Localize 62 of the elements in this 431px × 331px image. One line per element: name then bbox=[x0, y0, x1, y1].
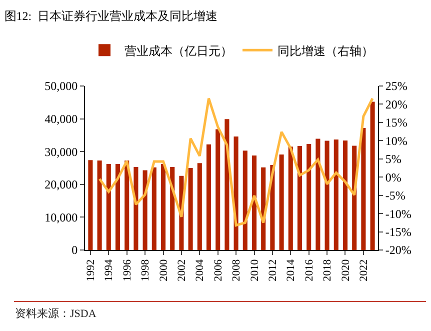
bar bbox=[316, 138, 320, 250]
y2-tick-label: 25% bbox=[385, 79, 408, 94]
y2-tick-label: -15% bbox=[385, 224, 412, 239]
y-tick-label: 0 bbox=[72, 243, 78, 258]
y-tick-label: 30,000 bbox=[44, 144, 78, 159]
bar bbox=[252, 156, 257, 250]
y-tick-label: 40,000 bbox=[44, 112, 78, 126]
legend-label: 营业成本（亿日元） bbox=[124, 44, 232, 58]
x-tick-label: 1994 bbox=[103, 258, 116, 282]
bar bbox=[142, 170, 148, 250]
bar bbox=[342, 140, 348, 250]
y2-tick-label: 15% bbox=[385, 116, 408, 130]
text: 资料来源：JSDA bbox=[15, 307, 96, 320]
bar bbox=[288, 146, 293, 250]
x-tick-label: 1992 bbox=[85, 259, 98, 282]
bar bbox=[124, 160, 130, 250]
x-tick-label: 1998 bbox=[140, 258, 152, 282]
y2-tick-label: 0% bbox=[385, 170, 402, 184]
bar bbox=[306, 144, 312, 250]
legend-label: 同比增速（右轴） bbox=[278, 44, 374, 58]
bar bbox=[188, 168, 193, 250]
bar bbox=[97, 160, 102, 250]
bar bbox=[334, 139, 338, 250]
y-tick-label: 10,000 bbox=[44, 210, 78, 224]
x-tick-label: 2010 bbox=[248, 258, 261, 282]
y2-tick-label: 20% bbox=[385, 97, 408, 112]
bar bbox=[115, 164, 120, 250]
y2-tick-label: -10% bbox=[385, 206, 412, 221]
bar bbox=[134, 167, 138, 250]
y-tick-label: 50,000 bbox=[44, 79, 78, 94]
y2-tick-label: 5% bbox=[385, 152, 402, 166]
x-tick-label: 2014 bbox=[285, 258, 298, 282]
x-tick-label: 2008 bbox=[230, 258, 243, 282]
y-tick-label: 20,000 bbox=[44, 178, 78, 192]
y2-tick-label: -20% bbox=[385, 243, 412, 258]
bar bbox=[370, 102, 375, 250]
x-tick-label: 2018 bbox=[322, 258, 334, 282]
bar bbox=[361, 128, 366, 250]
bar bbox=[152, 167, 156, 250]
bar bbox=[206, 144, 212, 250]
x-tick-label: 2000 bbox=[158, 258, 170, 282]
y2-tick-label: 10% bbox=[385, 134, 408, 148]
chart-title: 图12: 日本证券行业营业成本及同比增速 bbox=[4, 8, 218, 23]
bar bbox=[88, 160, 93, 250]
bar bbox=[324, 140, 330, 250]
x-tick-label: 2004 bbox=[194, 258, 206, 282]
bar bbox=[106, 164, 111, 250]
x-tick-label: 2002 bbox=[176, 259, 188, 282]
x-tick-label: 1996 bbox=[121, 258, 134, 282]
y2-tick-label: -5% bbox=[385, 188, 406, 203]
line-series bbox=[98, 97, 374, 226]
bar bbox=[216, 129, 220, 250]
bar bbox=[242, 150, 248, 250]
x-tick-label: 2012 bbox=[267, 259, 280, 282]
x-tick-label: 2016 bbox=[303, 258, 316, 282]
bar bbox=[160, 164, 166, 250]
bar bbox=[297, 146, 302, 250]
bar bbox=[197, 163, 202, 250]
x-tick-label: 2020 bbox=[340, 258, 352, 282]
x-tick-label: 2006 bbox=[212, 258, 224, 282]
bar bbox=[279, 154, 284, 250]
x-tick-label: 2022 bbox=[358, 259, 370, 282]
